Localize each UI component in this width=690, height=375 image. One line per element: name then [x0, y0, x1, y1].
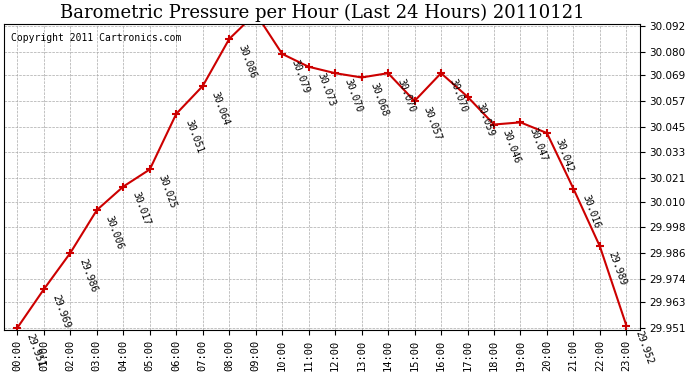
Text: 30.070: 30.070	[395, 77, 417, 114]
Text: 30.025: 30.025	[157, 174, 178, 210]
Text: 29.969: 29.969	[51, 293, 72, 330]
Text: 30.064: 30.064	[210, 90, 231, 127]
Text: 29.951: 29.951	[24, 332, 46, 368]
Text: 30.086: 30.086	[236, 43, 257, 80]
Text: 30.016: 30.016	[580, 193, 602, 230]
Text: 30.042: 30.042	[554, 137, 575, 174]
Title: Barometric Pressure per Hour (Last 24 Hours) 20110121: Barometric Pressure per Hour (Last 24 Ho…	[59, 4, 584, 22]
Text: 29.986: 29.986	[77, 257, 99, 294]
Text: 30.070: 30.070	[448, 77, 469, 114]
Text: 30.079: 30.079	[289, 58, 311, 94]
Text: 30.051: 30.051	[184, 118, 205, 154]
Text: 30.068: 30.068	[368, 82, 390, 118]
Text: Copyright 2011 Cartronics.com: Copyright 2011 Cartronics.com	[10, 33, 181, 43]
Text: 29.989: 29.989	[607, 251, 629, 287]
Text: 30.057: 30.057	[422, 105, 443, 142]
Text: 30.098: 30.098	[0, 374, 1, 375]
Text: 30.059: 30.059	[475, 101, 496, 137]
Text: 30.046: 30.046	[501, 129, 522, 165]
Text: 30.047: 30.047	[527, 126, 549, 163]
Text: 30.070: 30.070	[342, 77, 364, 114]
Text: 30.073: 30.073	[315, 71, 337, 108]
Text: 29.952: 29.952	[633, 330, 655, 366]
Text: 30.006: 30.006	[104, 214, 125, 251]
Text: 30.017: 30.017	[130, 191, 152, 227]
